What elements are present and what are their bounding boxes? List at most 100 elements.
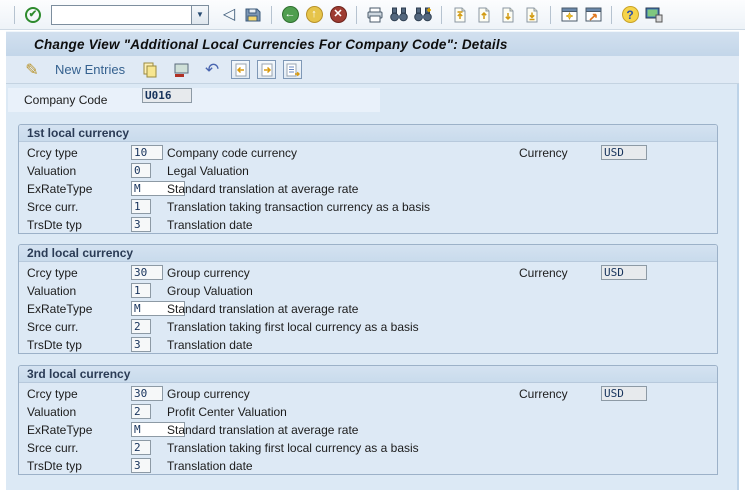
trsdte-typ-label: TrsDte typ (27, 218, 82, 232)
crcy-type-description: Company code currency (167, 146, 298, 160)
section-title: 2nd local currency (27, 246, 134, 260)
toolbar-separator (550, 5, 551, 24)
find-button[interactable] (387, 3, 411, 27)
page-down-button[interactable] (496, 3, 520, 27)
company-code-label: Company Code (24, 93, 108, 107)
section-2nd-local-currency: 2nd local currency Crcy type 30 Group cu… (18, 244, 718, 354)
undo-icon: ↶ (204, 60, 220, 79)
field-row: Valuation 1 Group Valuation (19, 283, 717, 299)
srce-curr-field[interactable]: 1 (131, 199, 151, 214)
currency-label: Currency (519, 266, 568, 280)
last-page-icon (526, 7, 538, 22)
field-row: Crcy type 10 Company code currency Curre… (19, 145, 717, 161)
exratetype-field[interactable]: M (131, 422, 185, 437)
back-nav-button[interactable]: ← (278, 3, 302, 27)
previous-entry-button[interactable] (231, 60, 251, 79)
print-button[interactable] (363, 3, 387, 27)
find-next-button[interactable] (411, 3, 435, 27)
currency-label: Currency (519, 387, 568, 401)
section-header: 1st local currency (19, 125, 717, 142)
undo-button[interactable]: ↶ (200, 58, 224, 82)
crcy-type-field[interactable]: 10 (131, 145, 163, 160)
first-page-button[interactable] (448, 3, 472, 27)
save-button[interactable] (241, 3, 265, 27)
toolbar-separator (441, 5, 442, 24)
crcy-type-field[interactable]: 30 (131, 386, 163, 401)
field-row: Srce curr. 1 Translation taking transact… (19, 199, 717, 215)
section-3rd-local-currency: 3rd local currency Crcy type 30 Group cu… (18, 365, 718, 475)
page-up-icon (478, 7, 490, 22)
exratetype-field[interactable]: M (131, 181, 185, 196)
crcy-type-label: Crcy type (27, 387, 78, 401)
srce-curr-field[interactable]: 2 (131, 319, 151, 334)
valuation-field[interactable]: 2 (131, 404, 151, 419)
crcy-type-label: Crcy type (27, 266, 78, 280)
exratetype-description: Standard translation at average rate (167, 302, 359, 316)
trsdte-typ-field[interactable]: 3 (131, 458, 151, 473)
title-bar: Change View "Additional Local Currencies… (6, 31, 739, 56)
page-up-button[interactable] (472, 3, 496, 27)
srce-curr-label: Srce curr. (27, 441, 79, 455)
exratetype-field[interactable]: M (131, 301, 185, 316)
valuation-label: Valuation (27, 405, 77, 419)
back-triangle-icon: ◁ (222, 5, 236, 23)
trsdte-typ-field[interactable]: 3 (131, 337, 151, 352)
field-row: Valuation 0 Legal Valuation (19, 163, 717, 179)
field-row: Valuation 2 Profit Center Valuation (19, 404, 717, 420)
command-field-box: ▼ (51, 4, 209, 25)
exratetype-label: ExRateType (27, 302, 93, 316)
field-row: ExRateType M Standard translation at ave… (19, 301, 717, 317)
currency-field[interactable]: USD (601, 386, 647, 401)
copy-as-button[interactable] (138, 58, 162, 82)
command-dropdown-icon[interactable]: ▼ (191, 4, 209, 25)
valuation-field[interactable]: 0 (131, 163, 151, 178)
cancel-button[interactable]: ✕ (326, 3, 350, 27)
currency-field[interactable]: USD (601, 145, 647, 160)
customize-layout-button[interactable] (642, 3, 666, 27)
find-next-icon (414, 7, 432, 22)
exit-button[interactable]: ↑ (302, 3, 326, 27)
copy-as-icon (143, 62, 157, 77)
currency-field[interactable]: USD (601, 265, 647, 280)
other-entry-button[interactable] (283, 60, 303, 79)
exratetype-label: ExRateType (27, 182, 93, 196)
field-row: Srce curr. 2 Translation taking first lo… (19, 319, 717, 335)
delete-button[interactable] (169, 58, 193, 82)
field-row: Srce curr. 2 Translation taking first lo… (19, 440, 717, 456)
new-entries-button[interactable]: New Entries (55, 62, 126, 77)
other-entry-icon (286, 63, 300, 76)
valuation-description: Legal Valuation (167, 164, 249, 178)
exit-icon: ↑ (305, 6, 323, 23)
page-down-icon (502, 7, 514, 22)
command-field[interactable] (51, 4, 191, 25)
valuation-field[interactable]: 1 (131, 283, 151, 298)
back-button[interactable]: ◁ (217, 3, 241, 27)
find-icon (390, 7, 408, 22)
srce-curr-field[interactable]: 2 (131, 440, 151, 455)
next-entry-button[interactable] (257, 60, 277, 79)
srce-curr-description: Translation taking first local currency … (167, 441, 419, 455)
create-shortcut-button[interactable] (581, 3, 605, 27)
display-change-button[interactable]: ✎ (20, 58, 44, 82)
field-row: Crcy type 30 Group currency Currency USD (19, 386, 717, 402)
exratetype-label: ExRateType (27, 423, 93, 437)
new-session-button[interactable] (557, 3, 581, 27)
crcy-type-field[interactable]: 30 (131, 265, 163, 280)
srce-curr-description: Translation taking first local currency … (167, 320, 419, 334)
company-code-field[interactable]: U016 (142, 88, 192, 103)
help-button[interactable]: ? (618, 3, 642, 27)
first-page-icon (454, 7, 466, 22)
field-row: Crcy type 30 Group currency Currency USD (19, 265, 717, 281)
srce-curr-description: Translation taking transaction currency … (167, 200, 431, 214)
trsdte-typ-field[interactable]: 3 (131, 217, 151, 232)
valuation-description: Profit Center Valuation (167, 405, 287, 419)
application-toolbar: ✎ New Entries ↶ (6, 56, 739, 84)
srce-curr-label: Srce curr. (27, 320, 79, 334)
field-row: TrsDte typ 3 Translation date (19, 337, 717, 353)
last-page-button[interactable] (520, 3, 544, 27)
previous-entry-icon (235, 63, 247, 76)
valuation-label: Valuation (27, 284, 77, 298)
section-1st-local-currency: 1st local currency Crcy type 10 Company … (18, 124, 718, 234)
field-row: TrsDte typ 3 Translation date (19, 217, 717, 233)
enter-button[interactable]: ✔ (21, 3, 45, 27)
